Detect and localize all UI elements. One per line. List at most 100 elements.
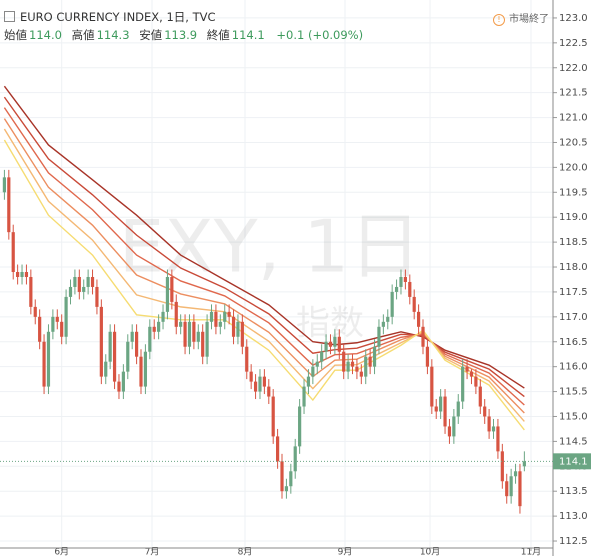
y-tick-label: 112.5 [559,536,588,547]
candle-body [298,406,302,447]
candle-body [223,311,227,322]
x-tick-label: 8月 [238,547,253,556]
y-tick-label: 118.0 [559,262,588,273]
x-tick-label: 6月 [54,547,69,556]
y-tick-label: 115.0 [559,411,588,422]
candle-body [289,471,293,487]
candle-body [231,316,236,337]
candle-body [483,406,487,417]
candle-body [165,276,170,312]
candle-body [218,321,222,327]
status-text: 市場終了 [509,14,549,25]
candle-body [11,232,15,273]
candle-body [108,331,112,362]
candle-body [346,361,350,372]
y-tick-label: 113.5 [559,486,588,497]
candle-body [465,366,469,372]
warning-icon[interactable]: ! [493,14,505,26]
toggle-icon[interactable] [4,11,15,22]
candle-body [491,426,496,432]
candle-body [60,321,64,337]
candle-body [412,296,416,312]
candle-body [161,311,165,322]
candle-body [350,361,355,367]
candle-body [33,306,37,317]
candle-body [104,361,108,377]
candle-body [381,321,385,327]
candle-body [430,366,434,407]
candle-body [214,311,218,327]
candle-body [73,276,77,287]
candle-body [342,351,346,372]
candle-body [403,276,407,282]
candle-body [99,306,103,377]
watermark: EXY, 1日 [119,205,421,289]
candle-body [421,326,425,347]
candle-body [333,336,337,347]
candle-body [20,272,24,277]
candle-body [29,276,33,307]
candle-body [86,276,90,287]
candle-body [271,396,275,437]
candle-body [280,461,284,492]
moving-average [3,139,525,431]
symbol-title[interactable]: EURO CURRENCY INDEX, 1日, TVC [20,10,216,24]
candle-body [90,276,95,287]
candle-body [513,471,518,477]
y-tick-label: 121.0 [559,113,588,124]
candle-body [2,177,7,193]
candle-body [117,381,121,392]
candle-body [364,356,368,377]
candle-body [179,321,183,327]
candle-body [267,386,271,397]
candle-body [461,366,465,402]
candle-body [324,341,328,352]
close-value: 114.1 [231,28,265,42]
candle-body [24,272,29,277]
candle-body [390,291,394,317]
candle-body [174,301,178,327]
open-label: 始値 [4,28,27,42]
open-value: 114.0 [29,28,62,42]
candle-body [245,346,249,372]
candle-body [408,281,412,297]
candle-body [130,331,134,342]
x-tick-label: 11月 [521,547,541,556]
candle-body [51,316,55,332]
candle-body [311,366,315,377]
x-tick-label: 10月 [420,547,440,556]
candle-body [337,336,341,352]
y-tick-label: 116.0 [559,362,588,373]
candle-body [262,376,266,387]
candle-body [355,366,359,372]
candle-body [478,386,482,407]
candle-body [236,321,240,337]
last-price-box [553,453,591,470]
ohlc-row: 始値 114.0 高値 114.3 安値 113.9 終値 114.1 +0.1 (+0… [4,27,369,43]
y-tick-label: 113.0 [559,511,588,522]
candle-body [425,346,430,367]
candle-body [469,371,474,377]
moving-average [3,96,525,398]
candle-body [496,426,500,452]
y-tick-label: 122.0 [559,63,588,74]
candle-body [82,286,86,292]
candle-body [399,276,403,287]
candle-body [456,401,460,417]
candle-body [439,396,443,412]
candle-body [143,351,148,387]
candle-body [201,331,205,357]
candle-body [170,276,174,302]
candle-body [253,381,258,392]
market-status: ! 市場終了 [493,10,549,26]
candle-body [505,481,509,497]
header-title-row: EURO CURRENCY INDEX, 1日, TVC [4,9,216,25]
x-tick-label: 7月 [145,547,160,556]
candle-body [209,311,214,322]
y-tick-label: 120.0 [559,162,588,173]
candle-body [249,371,253,382]
candle-body [187,321,192,347]
candle-body [394,286,399,292]
